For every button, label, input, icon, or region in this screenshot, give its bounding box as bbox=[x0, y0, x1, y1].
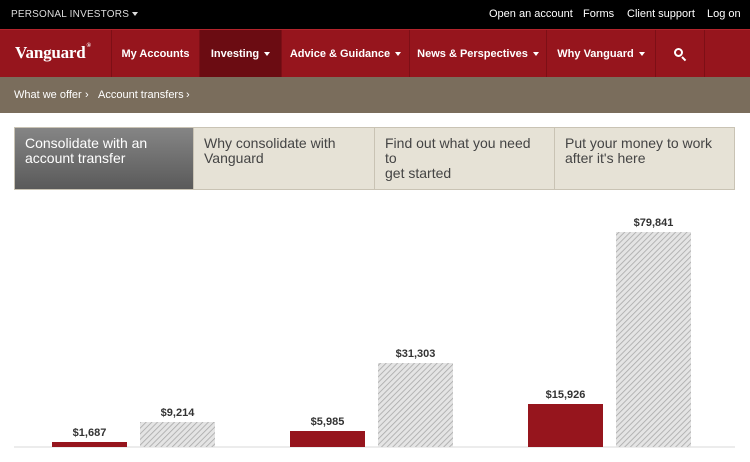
tab-put-money-to-work[interactable]: Put your money to work after it's here bbox=[555, 128, 734, 189]
client-support-link[interactable]: Client support bbox=[627, 8, 695, 20]
nav-investing[interactable]: Investing bbox=[199, 30, 281, 78]
chart-bar bbox=[140, 422, 215, 447]
tab-consolidate[interactable]: Consolidate with an account transfer bbox=[15, 128, 194, 189]
search-button[interactable] bbox=[655, 30, 705, 78]
chevron-down-icon bbox=[395, 52, 402, 56]
forms-link[interactable]: Forms bbox=[583, 8, 615, 20]
chevron-right-icon: › bbox=[186, 89, 190, 101]
nav-news-perspectives[interactable]: News & Perspectives bbox=[409, 30, 546, 78]
tab-label-line2: get started bbox=[385, 165, 452, 181]
main-nav: Vanguard® My Accounts Investing Advice &… bbox=[0, 29, 750, 78]
search-icon bbox=[674, 48, 687, 62]
bar-value-label: $79,841 bbox=[634, 217, 674, 229]
chart-bar bbox=[290, 431, 365, 447]
registered-mark: ® bbox=[86, 43, 92, 49]
open-account-link[interactable]: Open an account bbox=[489, 8, 573, 20]
logo-text: Vanguard bbox=[15, 43, 86, 62]
nav-label: Why Vanguard bbox=[557, 48, 634, 60]
nav-advice-guidance[interactable]: Advice & Guidance bbox=[281, 30, 409, 78]
nav-why-vanguard[interactable]: Why Vanguard bbox=[546, 30, 655, 78]
chart-bar bbox=[52, 442, 127, 447]
chevron-down-icon bbox=[132, 12, 139, 17]
personal-investors-menu[interactable]: PERSONAL INVESTORS bbox=[11, 9, 139, 20]
tab-label-line1: Why consolidate with bbox=[204, 135, 336, 151]
tab-find-out[interactable]: Find out what you need to get started bbox=[375, 128, 555, 189]
nav-label: Investing bbox=[210, 48, 260, 60]
growth-chart: $1,687 $9,214 $5,985 $31,303 $15,926 $79,841 bbox=[0, 200, 750, 462]
chart-bar bbox=[616, 232, 691, 447]
bar-value-label: $31,303 bbox=[396, 348, 436, 360]
tab-label-line1: Consolidate with an bbox=[25, 135, 148, 151]
tab-label-line2: Vanguard bbox=[204, 150, 264, 166]
chevron-right-icon: › bbox=[85, 89, 89, 101]
nav-label: Advice & Guidance bbox=[289, 48, 391, 60]
nav-label: News & Perspectives bbox=[417, 48, 528, 60]
breadcrumb-account-transfers[interactable]: Account transfers bbox=[98, 89, 184, 101]
chevron-down-icon bbox=[264, 52, 271, 56]
content-tabs: Consolidate with an account transfer Why… bbox=[14, 127, 735, 190]
chevron-down-icon bbox=[638, 52, 645, 56]
bar-chart: $1,687 $9,214 $5,985 $31,303 $15,926 $79,841 bbox=[14, 217, 735, 448]
nav-my-accounts[interactable]: My Accounts bbox=[111, 30, 199, 78]
tab-label-line1: Put your money to work bbox=[565, 135, 713, 151]
bar-value-label: $5,985 bbox=[311, 416, 345, 428]
vanguard-logo[interactable]: Vanguard® bbox=[15, 43, 91, 63]
utility-bar: PERSONAL INVESTORS Open an account Forms… bbox=[0, 0, 750, 29]
bar-value-label: $9,214 bbox=[161, 407, 196, 419]
tab-label-line1: Find out what you need to bbox=[385, 135, 531, 166]
tab-label-line2: account transfer bbox=[25, 150, 126, 166]
bar-value-label: $1,687 bbox=[73, 427, 107, 439]
tab-label-line2: after it's here bbox=[565, 150, 646, 166]
tab-why-consolidate[interactable]: Why consolidate with Vanguard bbox=[194, 128, 375, 189]
breadcrumb: What we offer › Account transfers › bbox=[0, 77, 750, 113]
bar-value-label: $15,926 bbox=[546, 389, 586, 401]
log-on-link[interactable]: Log on bbox=[707, 8, 741, 20]
chevron-down-icon bbox=[532, 52, 539, 56]
nav-label: My Accounts bbox=[121, 48, 190, 60]
chart-bar bbox=[528, 404, 603, 447]
personal-investors-label: PERSONAL INVESTORS bbox=[11, 9, 130, 20]
chart-bar bbox=[378, 363, 453, 447]
breadcrumb-what-we-offer[interactable]: What we offer bbox=[14, 89, 82, 101]
